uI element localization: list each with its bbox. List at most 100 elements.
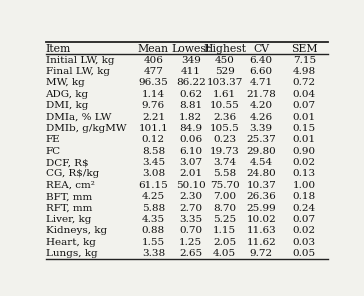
- Text: 103.37: 103.37: [206, 78, 243, 87]
- Text: 4.20: 4.20: [250, 101, 273, 110]
- Text: 4.54: 4.54: [250, 158, 273, 167]
- Text: 0.03: 0.03: [293, 238, 316, 247]
- Text: 0.88: 0.88: [142, 226, 165, 235]
- Text: 8.58: 8.58: [142, 147, 165, 156]
- Text: 4.98: 4.98: [293, 67, 316, 76]
- Text: Initial LW, kg: Initial LW, kg: [46, 56, 114, 65]
- Text: 9.72: 9.72: [250, 249, 273, 258]
- Text: 0.13: 0.13: [293, 170, 316, 178]
- Text: 0.24: 0.24: [293, 204, 316, 213]
- Text: ADG, kg: ADG, kg: [46, 90, 88, 99]
- Text: 1.15: 1.15: [213, 226, 236, 235]
- Text: 26.36: 26.36: [246, 192, 276, 201]
- Text: 75.70: 75.70: [210, 181, 240, 190]
- Text: SEM: SEM: [291, 44, 318, 54]
- Text: 1.55: 1.55: [142, 238, 165, 247]
- Text: 61.15: 61.15: [139, 181, 168, 190]
- Text: 0.18: 0.18: [293, 192, 316, 201]
- Text: 406: 406: [143, 56, 163, 65]
- Text: DCF, R$: DCF, R$: [46, 158, 88, 167]
- Text: 0.07: 0.07: [293, 215, 316, 224]
- Text: 2.36: 2.36: [213, 112, 236, 121]
- Text: 2.70: 2.70: [179, 204, 202, 213]
- Text: 0.04: 0.04: [293, 90, 316, 99]
- Text: 2.30: 2.30: [179, 192, 202, 201]
- Text: 29.80: 29.80: [246, 147, 276, 156]
- Text: 21.78: 21.78: [246, 90, 276, 99]
- Text: 3.74: 3.74: [213, 158, 236, 167]
- Text: 0.02: 0.02: [293, 226, 316, 235]
- Text: 9.76: 9.76: [142, 101, 165, 110]
- Text: 450: 450: [215, 56, 234, 65]
- Text: 2.05: 2.05: [213, 238, 236, 247]
- Text: 50.10: 50.10: [176, 181, 206, 190]
- Text: 3.45: 3.45: [142, 158, 165, 167]
- Text: 0.12: 0.12: [142, 135, 165, 144]
- Text: 0.23: 0.23: [213, 135, 236, 144]
- Text: 8.70: 8.70: [213, 204, 236, 213]
- Text: DMIb, g/kgMW: DMIb, g/kgMW: [46, 124, 126, 133]
- Text: Lungs, kg: Lungs, kg: [46, 249, 97, 258]
- Text: 477: 477: [143, 67, 163, 76]
- Text: 4.05: 4.05: [213, 249, 236, 258]
- Text: 0.06: 0.06: [179, 135, 202, 144]
- Text: 1.61: 1.61: [213, 90, 236, 99]
- Text: 5.25: 5.25: [213, 215, 236, 224]
- Text: Mean: Mean: [138, 44, 169, 54]
- Text: 10.55: 10.55: [210, 101, 240, 110]
- Text: 5.88: 5.88: [142, 204, 165, 213]
- Text: FC: FC: [46, 147, 61, 156]
- Text: Highest: Highest: [203, 44, 246, 54]
- Text: 3.38: 3.38: [142, 249, 165, 258]
- Text: 1.14: 1.14: [142, 90, 165, 99]
- Text: 7.15: 7.15: [293, 56, 316, 65]
- Text: 3.39: 3.39: [250, 124, 273, 133]
- Text: 1.82: 1.82: [179, 112, 202, 121]
- Text: 0.90: 0.90: [293, 147, 316, 156]
- Text: CV: CV: [253, 44, 269, 54]
- Text: 411: 411: [181, 67, 201, 76]
- Text: BFT, mm: BFT, mm: [46, 192, 92, 201]
- Text: 2.65: 2.65: [179, 249, 202, 258]
- Text: 0.72: 0.72: [293, 78, 316, 87]
- Text: 86.22: 86.22: [176, 78, 206, 87]
- Text: 1.25: 1.25: [179, 238, 202, 247]
- Text: 6.60: 6.60: [250, 67, 273, 76]
- Text: 529: 529: [215, 67, 234, 76]
- Text: RFT, mm: RFT, mm: [46, 204, 92, 213]
- Text: 0.05: 0.05: [293, 249, 316, 258]
- Text: 10.37: 10.37: [246, 181, 276, 190]
- Text: 1.00: 1.00: [293, 181, 316, 190]
- Text: 2.21: 2.21: [142, 112, 165, 121]
- Text: 19.73: 19.73: [210, 147, 240, 156]
- Text: 10.02: 10.02: [246, 215, 276, 224]
- Text: 4.25: 4.25: [142, 192, 165, 201]
- Text: FE: FE: [46, 135, 60, 144]
- Text: 0.02: 0.02: [293, 158, 316, 167]
- Text: 24.80: 24.80: [246, 170, 276, 178]
- Text: Kidneys, kg: Kidneys, kg: [46, 226, 107, 235]
- Text: 0.01: 0.01: [293, 135, 316, 144]
- Text: Item: Item: [46, 44, 71, 54]
- Text: 11.63: 11.63: [246, 226, 276, 235]
- Text: 6.10: 6.10: [179, 147, 202, 156]
- Text: 6.40: 6.40: [250, 56, 273, 65]
- Text: 0.01: 0.01: [293, 112, 316, 121]
- Text: 4.71: 4.71: [250, 78, 273, 87]
- Text: 84.9: 84.9: [179, 124, 202, 133]
- Text: 0.07: 0.07: [293, 101, 316, 110]
- Text: 8.81: 8.81: [179, 101, 202, 110]
- Text: 96.35: 96.35: [139, 78, 168, 87]
- Text: 4.26: 4.26: [250, 112, 273, 121]
- Text: 4.35: 4.35: [142, 215, 165, 224]
- Text: 3.08: 3.08: [142, 170, 165, 178]
- Text: 101.1: 101.1: [139, 124, 168, 133]
- Text: 2.01: 2.01: [179, 170, 202, 178]
- Text: Liver, kg: Liver, kg: [46, 215, 91, 224]
- Text: 5.58: 5.58: [213, 170, 236, 178]
- Text: 349: 349: [181, 56, 201, 65]
- Text: CG, R$/kg: CG, R$/kg: [46, 170, 99, 178]
- Text: MW, kg: MW, kg: [46, 78, 84, 87]
- Text: 3.07: 3.07: [179, 158, 202, 167]
- Text: 0.15: 0.15: [293, 124, 316, 133]
